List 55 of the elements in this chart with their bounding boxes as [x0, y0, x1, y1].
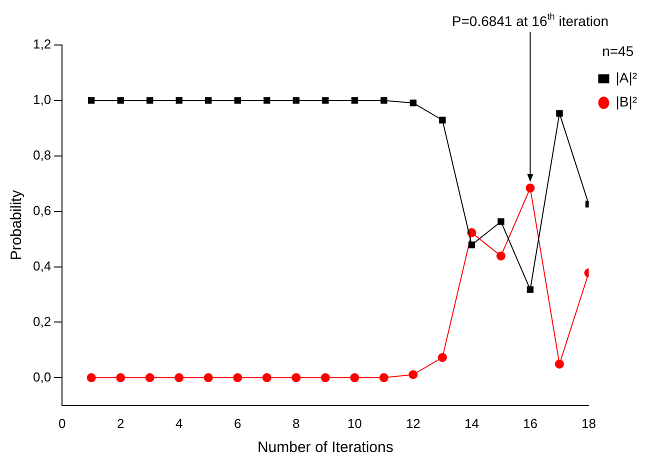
point [292, 97, 300, 104]
legend-label: |A|² [616, 70, 638, 86]
point [176, 97, 182, 104]
point [379, 373, 388, 382]
point [350, 373, 360, 382]
x-tick-label: 14 [464, 416, 479, 431]
y-tick-label: 1,2 [32, 36, 52, 52]
point [320, 373, 330, 382]
point [204, 373, 213, 382]
point [234, 97, 241, 104]
point [262, 373, 272, 382]
x-axis-title: Number of Iterations [257, 439, 394, 456]
point [233, 373, 242, 382]
point [322, 97, 329, 104]
x-tick-label: 18 [581, 416, 596, 431]
point [408, 370, 418, 380]
point [410, 100, 417, 106]
y-tick-label: 0,8 [32, 147, 52, 162]
x-tick-label: 2 [116, 416, 124, 431]
point [88, 97, 95, 104]
x-tick-label: 10 [347, 416, 362, 431]
y-tick-label: 0,6 [32, 202, 52, 218]
point [526, 184, 535, 193]
x-tick-label: 12 [406, 416, 420, 431]
point [526, 286, 534, 293]
point [205, 97, 212, 104]
y-tick-label: 0,2 [32, 314, 52, 329]
y-tick-label: 1,0 [32, 92, 52, 108]
point [496, 251, 506, 260]
point [351, 97, 358, 104]
y-tick-label: 0,4 [32, 258, 52, 274]
x-tick-label: 8 [292, 416, 300, 431]
x-tick-label: 16 [522, 416, 538, 431]
point [468, 242, 476, 248]
point [117, 97, 124, 104]
legend-title: n=45 [602, 42, 634, 59]
point [498, 218, 504, 225]
x-tick-label: 4 [175, 416, 183, 431]
point [146, 97, 154, 104]
point [145, 373, 154, 382]
point [292, 373, 301, 382]
point [439, 116, 446, 124]
x-tick-label: 6 [234, 416, 242, 431]
point [438, 352, 447, 362]
point [86, 373, 96, 382]
x-tick-label: 0 [58, 416, 66, 431]
point [174, 373, 184, 382]
y-tick-label: 0,0 [32, 369, 52, 384]
point [554, 360, 564, 369]
point [556, 110, 563, 117]
point [264, 97, 270, 104]
y-axis-title: Probability [8, 190, 26, 260]
point [380, 97, 388, 104]
legend-label: |B|² [616, 94, 638, 110]
point [116, 373, 126, 382]
